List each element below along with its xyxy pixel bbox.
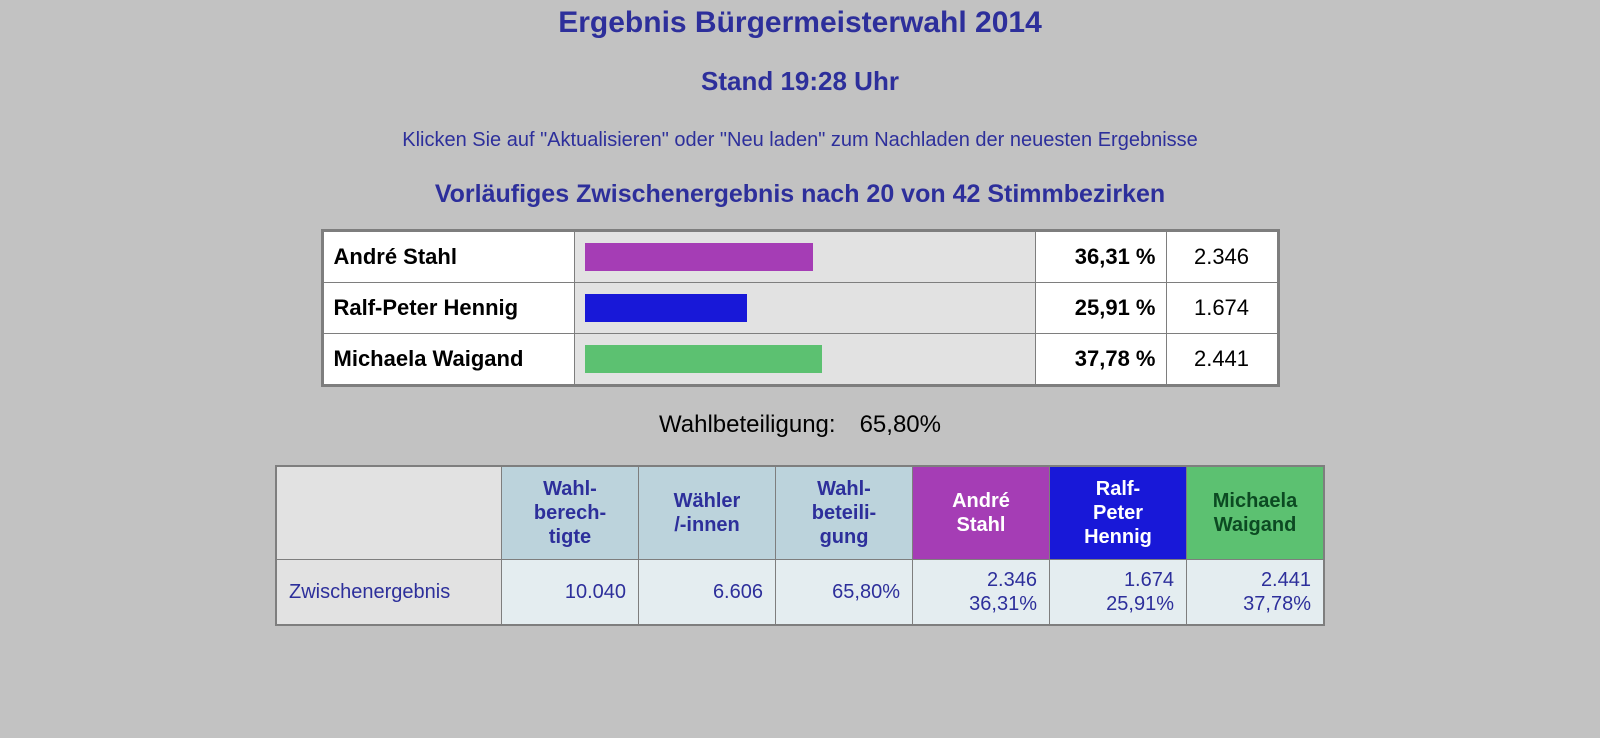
section-heading: Vorläufiges Zwischenergebnis nach 20 von… xyxy=(0,180,1600,209)
summary-table: Wahl-berech-tigteWähler/-innenWahl-betei… xyxy=(275,465,1325,626)
status-time: Stand 19:28 Uhr xyxy=(0,66,1600,97)
candidate-count: 2.346 xyxy=(1166,231,1278,283)
candidate-name: Michaela Waigand xyxy=(322,334,574,386)
summary-header: Wahl-beteili-gung xyxy=(776,466,913,560)
turnout-value: 65,80% xyxy=(860,411,941,438)
summary-cell: 10.040 xyxy=(502,560,639,626)
summary-cell: 6.606 xyxy=(639,560,776,626)
candidate-percent: 36,31 % xyxy=(1035,231,1166,283)
page-title: Ergebnis Bürgermeisterwahl 2014 xyxy=(0,6,1600,40)
candidate-name: Ralf-Peter Hennig xyxy=(322,283,574,334)
summary-cell: 65,80% xyxy=(776,560,913,626)
page-root: Ergebnis Bürgermeisterwahl 2014 Stand 19… xyxy=(0,0,1600,626)
summary-cell-percent: 36,31% xyxy=(925,592,1037,616)
bar-track xyxy=(585,294,1025,322)
results-row: Ralf-Peter Hennig 25,91 %1.674 xyxy=(322,283,1278,334)
bar-fill xyxy=(585,294,748,322)
summary-cell-percent: 37,78% xyxy=(1199,592,1311,616)
bar-fill xyxy=(585,345,822,373)
candidate-bar-cell xyxy=(574,283,1035,334)
summary-cell-candidate: 2.34636,31% xyxy=(913,560,1050,626)
summary-cell-candidate: 2.44137,78% xyxy=(1187,560,1325,626)
summary-header: Wahl-berech-tigte xyxy=(502,466,639,560)
summary-header-candidate: Ralf-PeterHennig xyxy=(1050,466,1187,560)
summary-cell-count: 2.346 xyxy=(925,568,1037,592)
candidate-name: André Stahl xyxy=(322,231,574,283)
summary-row-label: Zwischenergebnis xyxy=(276,560,502,626)
bar-track xyxy=(585,243,1025,271)
summary-cell-count: 2.441 xyxy=(1199,568,1311,592)
summary-header-blank xyxy=(276,466,502,560)
bar-fill xyxy=(585,243,813,271)
results-row: André Stahl 36,31 %2.346 xyxy=(322,231,1278,283)
summary-cell-count: 1.674 xyxy=(1062,568,1174,592)
bar-track xyxy=(585,345,1025,373)
candidate-percent: 37,78 % xyxy=(1035,334,1166,386)
candidate-count: 1.674 xyxy=(1166,283,1278,334)
results-table: André Stahl36,31 %2.346Ralf-Peter Hennig… xyxy=(321,229,1280,387)
summary-cell-percent: 25,91% xyxy=(1062,592,1174,616)
summary-header-candidate: AndréStahl xyxy=(913,466,1050,560)
candidate-count: 2.441 xyxy=(1166,334,1278,386)
refresh-hint: Klicken Sie auf "Aktualisieren" oder "Ne… xyxy=(0,129,1600,152)
results-row: Michaela Waigand 37,78 %2.441 xyxy=(322,334,1278,386)
candidate-bar-cell xyxy=(574,231,1035,283)
candidate-percent: 25,91 % xyxy=(1035,283,1166,334)
turnout-line: Wahlbeteiligung: 65,80% xyxy=(0,411,1600,439)
summary-header-candidate: MichaelaWaigand xyxy=(1187,466,1325,560)
turnout-label: Wahlbeteiligung: xyxy=(659,411,836,438)
summary-header: Wähler/-innen xyxy=(639,466,776,560)
summary-cell-candidate: 1.67425,91% xyxy=(1050,560,1187,626)
candidate-bar-cell xyxy=(574,334,1035,386)
